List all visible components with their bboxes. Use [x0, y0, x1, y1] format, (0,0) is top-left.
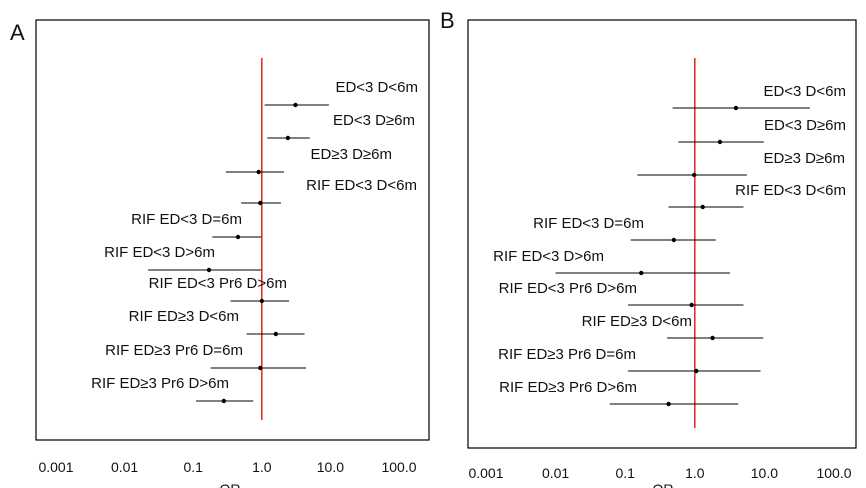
- point-estimate: [258, 365, 263, 371]
- forest-row: RIF ED<3 D=6m: [131, 211, 262, 240]
- x-tick-label: 100.0: [381, 459, 416, 475]
- row-label: RIF ED<3 Pr6 D>6m: [499, 280, 637, 297]
- point-estimate: [235, 234, 241, 240]
- point-estimate: [694, 368, 699, 374]
- point-estimate: [717, 139, 723, 145]
- x-tick-label: 0.001: [468, 465, 503, 481]
- plot-frame: [35, 19, 430, 441]
- row-label: RIF ED<3 D=6m: [533, 215, 644, 232]
- point-estimate: [666, 401, 671, 407]
- row-label: RIF ED≥3 D<6m: [129, 308, 239, 325]
- forest-row: ED≥3 D≥6m: [637, 150, 845, 178]
- row-label: ED<3 D≥6m: [333, 112, 415, 129]
- forest-row: RIF ED<3 D=6m: [533, 215, 716, 243]
- forest-row: ED<3 D<6m: [264, 79, 418, 108]
- point-estimate: [689, 302, 694, 308]
- row-label: ED<3 D<6m: [763, 83, 846, 100]
- point-estimate: [710, 335, 715, 341]
- point-estimate: [691, 172, 697, 178]
- point-estimate: [293, 102, 298, 108]
- x-tick-label: 0.001: [38, 459, 73, 475]
- row-label: RIF ED≥3 D<6m: [582, 313, 692, 330]
- point-estimate: [221, 398, 227, 404]
- row-label: ED<3 D<6m: [335, 79, 418, 96]
- x-tick-label: 0.01: [542, 465, 569, 481]
- forest-row: RIF ED<3 D<6m: [241, 177, 417, 206]
- row-label: RIF ED≥3 Pr6 D>6m: [91, 375, 229, 392]
- point-estimate: [639, 270, 644, 276]
- row-label: RIF ED<3 D>6m: [104, 244, 215, 261]
- row-label: RIF ED<3 Pr6 D>6m: [149, 275, 287, 292]
- point-estimate: [259, 298, 264, 304]
- x-tick-label: 0.1: [183, 459, 203, 475]
- forest-row: RIF ED≥3 D<6m: [582, 313, 764, 341]
- point-estimate: [206, 267, 212, 273]
- x-tick-label: 0.1: [615, 465, 635, 481]
- point-estimate: [273, 331, 279, 337]
- forest-row: RIF ED<3 D<6m: [668, 182, 846, 210]
- forest-row: ED≥3 D≥6m: [225, 146, 392, 175]
- forest-row: RIF ED≥3 Pr6 D=6m: [498, 346, 761, 374]
- plot-frame: [467, 19, 857, 449]
- row-label: RIF ED<3 D=6m: [131, 211, 242, 228]
- forest-row: RIF ED≥3 Pr6 D>6m: [499, 379, 739, 407]
- row-label: RIF ED≥3 Pr6 D=6m: [498, 346, 636, 363]
- point-estimate: [256, 169, 261, 175]
- forest-row: RIF ED≥3 D<6m: [129, 308, 305, 337]
- forest-row: ED<3 D<6m: [672, 83, 846, 111]
- forest-row: RIF ED≥3 Pr6 D=6m: [105, 342, 306, 371]
- forest-row: RIF ED<3 D>6m: [493, 248, 730, 276]
- panel-letter: A: [10, 20, 25, 45]
- panel-a: A ED<3 D<6m ED<3 D≥6m ED≥3 D≥6m RIF ED<3 D<6…: [10, 19, 430, 488]
- row-label: RIF ED<3 D>6m: [493, 248, 604, 265]
- row-label: RIF ED≥3 Pr6 D=6m: [105, 342, 243, 359]
- x-tick-label: 1.0: [252, 459, 272, 475]
- forest-row: ED<3 D≥6m: [267, 112, 415, 141]
- forest-row: ED<3 D≥6m: [678, 117, 846, 145]
- x-tick-label: 1.0: [685, 465, 705, 481]
- row-label: RIF ED<3 D<6m: [735, 182, 846, 199]
- x-tick-label: 10.0: [317, 459, 344, 475]
- point-estimate: [700, 204, 705, 210]
- x-axis-title: OR: [220, 481, 241, 488]
- row-label: ED≥3 D≥6m: [311, 146, 392, 163]
- row-label: ED<3 D≥6m: [764, 117, 846, 134]
- row-label: ED≥3 D≥6m: [764, 150, 845, 167]
- forest-row: RIF ED<3 D>6m: [104, 244, 262, 273]
- x-axis-title: OR: [653, 481, 674, 488]
- row-label: RIF ED≥3 Pr6 D>6m: [499, 379, 637, 396]
- forest-row: RIF ED≥3 Pr6 D>6m: [91, 375, 254, 404]
- point-estimate: [258, 200, 263, 206]
- point-estimate: [733, 105, 739, 111]
- forest-row: RIF ED<3 Pr6 D>6m: [149, 275, 290, 304]
- point-estimate: [671, 237, 677, 243]
- row-label: RIF ED<3 D<6m: [306, 177, 417, 194]
- panel-b: B ED<3 D<6m ED<3 D≥6m ED≥3 D≥6m RIF ED<3 D<6…: [440, 8, 857, 488]
- forest-row: RIF ED<3 Pr6 D>6m: [499, 280, 744, 308]
- x-tick-label: 0.01: [111, 459, 138, 475]
- x-tick-label: 10.0: [751, 465, 778, 481]
- point-estimate: [285, 135, 291, 141]
- x-tick-label: 100.0: [816, 465, 851, 481]
- panel-letter: B: [440, 8, 455, 33]
